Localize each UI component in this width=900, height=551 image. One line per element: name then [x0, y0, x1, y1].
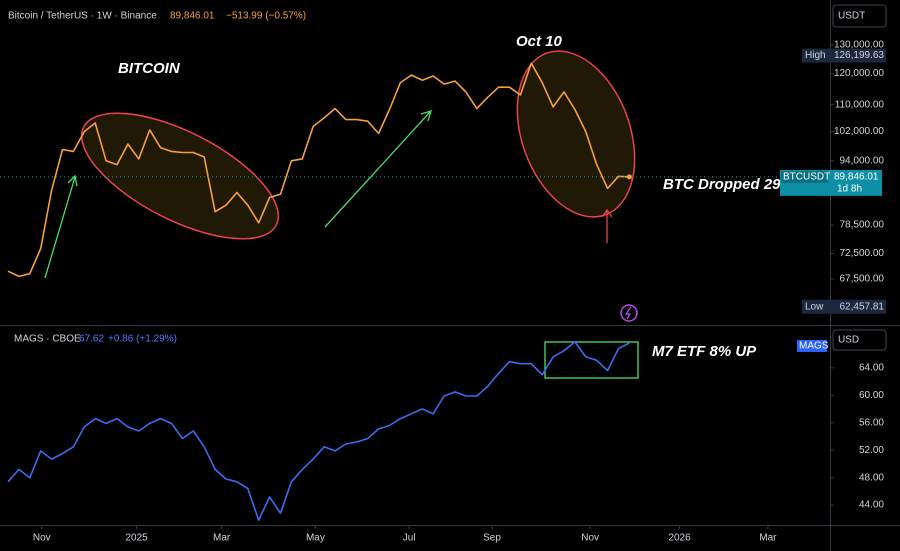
arrow	[44, 176, 76, 279]
annotation: BTC Dropped 29%	[663, 176, 794, 193]
y-tick-label: 64.00	[859, 362, 884, 373]
price-change: −513.99 (−0.57%)	[226, 11, 306, 22]
y-tick-label: 48.00	[859, 472, 884, 483]
price-mark-label: 126,199.63	[834, 50, 884, 61]
y-tick-label: 78,500.00	[840, 220, 885, 231]
y-tick-label: 56.00	[859, 417, 884, 428]
y-tick-label: 120,000.00	[834, 68, 884, 79]
x-tick-label: Mar	[213, 533, 231, 544]
arrow	[324, 111, 431, 228]
arrow-head	[67, 174, 78, 187]
arrow-head	[601, 208, 613, 218]
price-mark-tag	[802, 299, 886, 314]
currency-label: USD	[838, 335, 859, 346]
currency-button[interactable]	[832, 329, 887, 351]
y-tick-label: 44.00	[859, 500, 884, 511]
currency-label: USDT	[838, 11, 865, 22]
y-tick-label: 60.00	[859, 390, 884, 401]
x-tick-label: Sep	[483, 533, 501, 544]
price-mark-name: High	[805, 50, 826, 61]
y-tick-label: 52.00	[859, 445, 884, 456]
arrow-head	[420, 110, 432, 122]
event-icon-bolt	[624, 306, 632, 320]
symbol-tag-text: BTCUSDT	[783, 172, 830, 183]
last-price-label: 89,846.01	[834, 172, 879, 183]
symbol-title: Bitcoin / TetherUS · 1W · Binance	[8, 11, 157, 22]
symbol-tag	[797, 340, 827, 352]
currency-button[interactable]	[832, 4, 887, 28]
x-tick-label: 2026	[668, 533, 691, 544]
y-tick-label: 72,500.00	[840, 248, 885, 259]
highlight-box	[544, 341, 639, 379]
x-tick-label: May	[306, 533, 325, 544]
x-tick-label: Mar	[759, 533, 777, 544]
y-tick-label: 67,500.00	[840, 274, 885, 285]
last-price: 89,846.01	[170, 11, 215, 22]
x-tick-label: Nov	[33, 533, 51, 544]
price-mark-label: 62,457.81	[840, 301, 885, 312]
price-change: +0.86 (+1.29%)	[108, 334, 177, 345]
event-icon[interactable]	[620, 304, 638, 322]
annotation: Oct 10	[516, 33, 563, 50]
price-mark-name: Low	[805, 301, 824, 312]
highlight-ellipse	[80, 112, 280, 240]
y-tick-label: 130,000.00	[834, 40, 884, 51]
y-tick-label: 110,000.00	[835, 99, 885, 110]
x-tick-label: Jul	[403, 533, 416, 544]
down-arrow	[601, 208, 613, 243]
last-price: 67.62	[79, 334, 104, 345]
symbol-tag	[781, 170, 828, 183]
y-tick-label: 102,000.00	[834, 126, 884, 137]
y-tick-label: 94,000.00	[840, 155, 885, 166]
price-mark-tag	[802, 48, 886, 63]
symbol-tag-text: MAGS	[799, 341, 829, 352]
x-tick-label: Nov	[581, 533, 599, 544]
symbol-title: MAGS · CBOE	[14, 334, 81, 345]
last-point	[626, 174, 632, 180]
up-arrows	[44, 110, 432, 279]
annotation: M7 ETF 8% UP	[652, 343, 757, 360]
price-line	[7, 341, 630, 521]
price-line	[7, 62, 630, 278]
countdown: 1d 8h	[837, 184, 862, 195]
x-tick-label: 2025	[125, 533, 148, 544]
annotation: BITCOIN	[118, 60, 181, 77]
